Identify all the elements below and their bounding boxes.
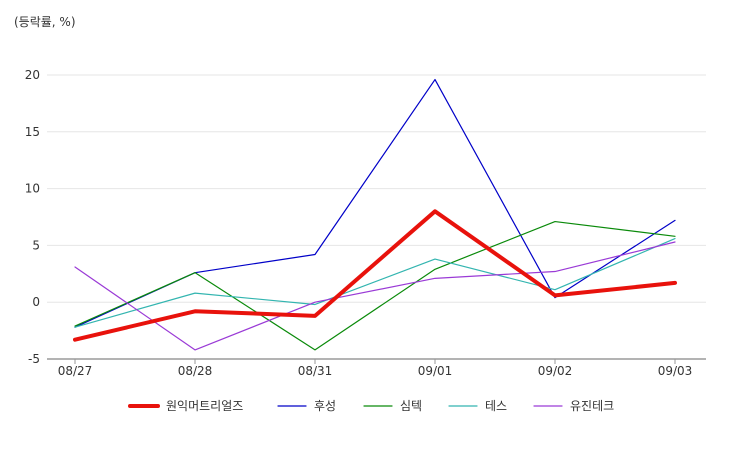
unit-label: (등락률, %) [14,15,76,29]
series-line-0 [73,209,677,342]
series-line-2 [74,220,676,351]
series-line-3 [74,237,676,328]
legend-label: 후성 [314,399,336,413]
y-tick-label: -5 [28,352,40,366]
y-tick-label: 5 [32,238,40,252]
y-tick-label: 10 [25,182,40,196]
x-axis: 08/27 08/28 08/31 09/01 09/02 09/03 [47,358,706,378]
legend-label: 유진테크 [570,399,614,413]
legend: 원익머트리얼즈 후성 심텍 테스 유진테크 [128,399,614,413]
x-tick-label: 08/27 [58,364,93,378]
y-axis-ticks: -5 0 5 10 15 20 [25,68,40,366]
x-tick-label: 09/02 [538,364,573,378]
x-tick-label: 08/31 [298,364,333,378]
y-tick-label: 20 [25,68,40,82]
gridlines [47,74,706,303]
y-tick-label: 15 [25,125,40,139]
legend-label: 원익머트리얼즈 [166,399,243,413]
y-tick-label: 0 [32,295,40,309]
x-tick-label: 09/03 [658,364,693,378]
x-tick-label: 08/28 [178,364,213,378]
x-tick-label: 09/01 [418,364,453,378]
series-lines [73,78,677,351]
legend-label: 심텍 [400,399,422,413]
series-line-4 [74,241,676,351]
legend-label: 테스 [485,399,507,413]
